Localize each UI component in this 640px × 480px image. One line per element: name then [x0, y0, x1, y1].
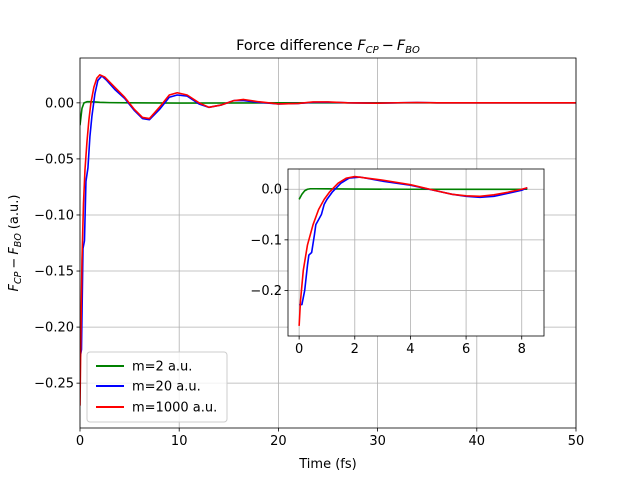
inset-plot-lines: [298, 175, 528, 326]
legend-label-m20: m=20 a.u.: [132, 380, 201, 395]
y-axis-label: FCP−FBO(a.u.): [7, 195, 24, 292]
main-ytick-label: −0.20: [34, 321, 74, 336]
title-prefix: Force difference: [236, 38, 353, 54]
inset-xtick-label: 8: [518, 342, 526, 357]
ylabel-minus: −: [7, 258, 22, 269]
main-ytick-label: −0.05: [34, 152, 74, 167]
legend-box: [86, 351, 228, 423]
inset-ticks: 0 2 4 6 8 −0.2 −0.1 0.0: [250, 183, 525, 357]
ylabel-f1: F: [7, 283, 22, 291]
inset-ytick-label: 0.0: [261, 183, 282, 198]
inset-axes-frame: [287, 168, 545, 337]
main-ytick-label: −0.15: [34, 265, 74, 280]
x-axis-label: Time (fs): [298, 457, 356, 472]
main-xtick-label: 0: [76, 434, 84, 449]
inset-series-m-20-a-u: [299, 176, 528, 306]
main-ytick-label: −0.25: [34, 377, 74, 392]
inset-background: [288, 169, 544, 336]
main-xtick-label: 30: [369, 434, 386, 449]
title-f2: F: [397, 38, 406, 54]
inset-xtick-label: 0: [295, 342, 303, 357]
title-sub-cp: CP: [366, 45, 380, 56]
legend-label-m1000: m=1000 a.u.: [132, 401, 217, 416]
main-axes-frame: [79, 57, 577, 429]
main-xtick-label: 20: [270, 434, 287, 449]
ylabel-sub-cp: CP: [13, 271, 24, 284]
legend: m=2 a.u. m=20 a.u. m=1000 a.u.: [86, 351, 228, 423]
main-plot-lines: [80, 74, 576, 406]
inset-xtick-label: 2: [351, 342, 359, 357]
inset-ytick-label: −0.1: [250, 233, 282, 248]
main-xtick-label: 40: [469, 434, 486, 449]
inset-xtick-label: 4: [406, 342, 414, 357]
main-xtick-label: 50: [568, 434, 585, 449]
inset-ytick-label: −0.2: [250, 284, 282, 299]
main-ytick-label: −0.10: [34, 208, 74, 223]
inset-axes: 0 2 4 6 8 −0.2 −0.1 0.0: [250, 168, 545, 357]
ylabel-sub-bo: BO: [13, 233, 24, 248]
inset-xtick-label: 6: [462, 342, 470, 357]
main-ytick-label: 0.00: [45, 96, 74, 111]
main-ticks: 0 10 20 30 40 50−0.25−0.20−0.15−0.10−0.050.00: [34, 96, 584, 449]
main-series-m-1000-a-u: [80, 74, 576, 406]
chart-title: Force difference FCP − FBO: [236, 38, 420, 56]
legend-label-m2: m=2 a.u.: [132, 360, 192, 375]
main-xtick-label: 10: [171, 434, 188, 449]
title-sub-bo: BO: [405, 45, 420, 56]
inset-series-m-1000-a-u: [298, 175, 528, 326]
inset-series-m-2-a-u: [298, 187, 528, 200]
title-f1: F: [357, 38, 366, 54]
ylabel-f2: F: [7, 247, 22, 255]
title-minus: −: [382, 38, 394, 54]
ylabel-unit: (a.u.): [7, 195, 22, 230]
